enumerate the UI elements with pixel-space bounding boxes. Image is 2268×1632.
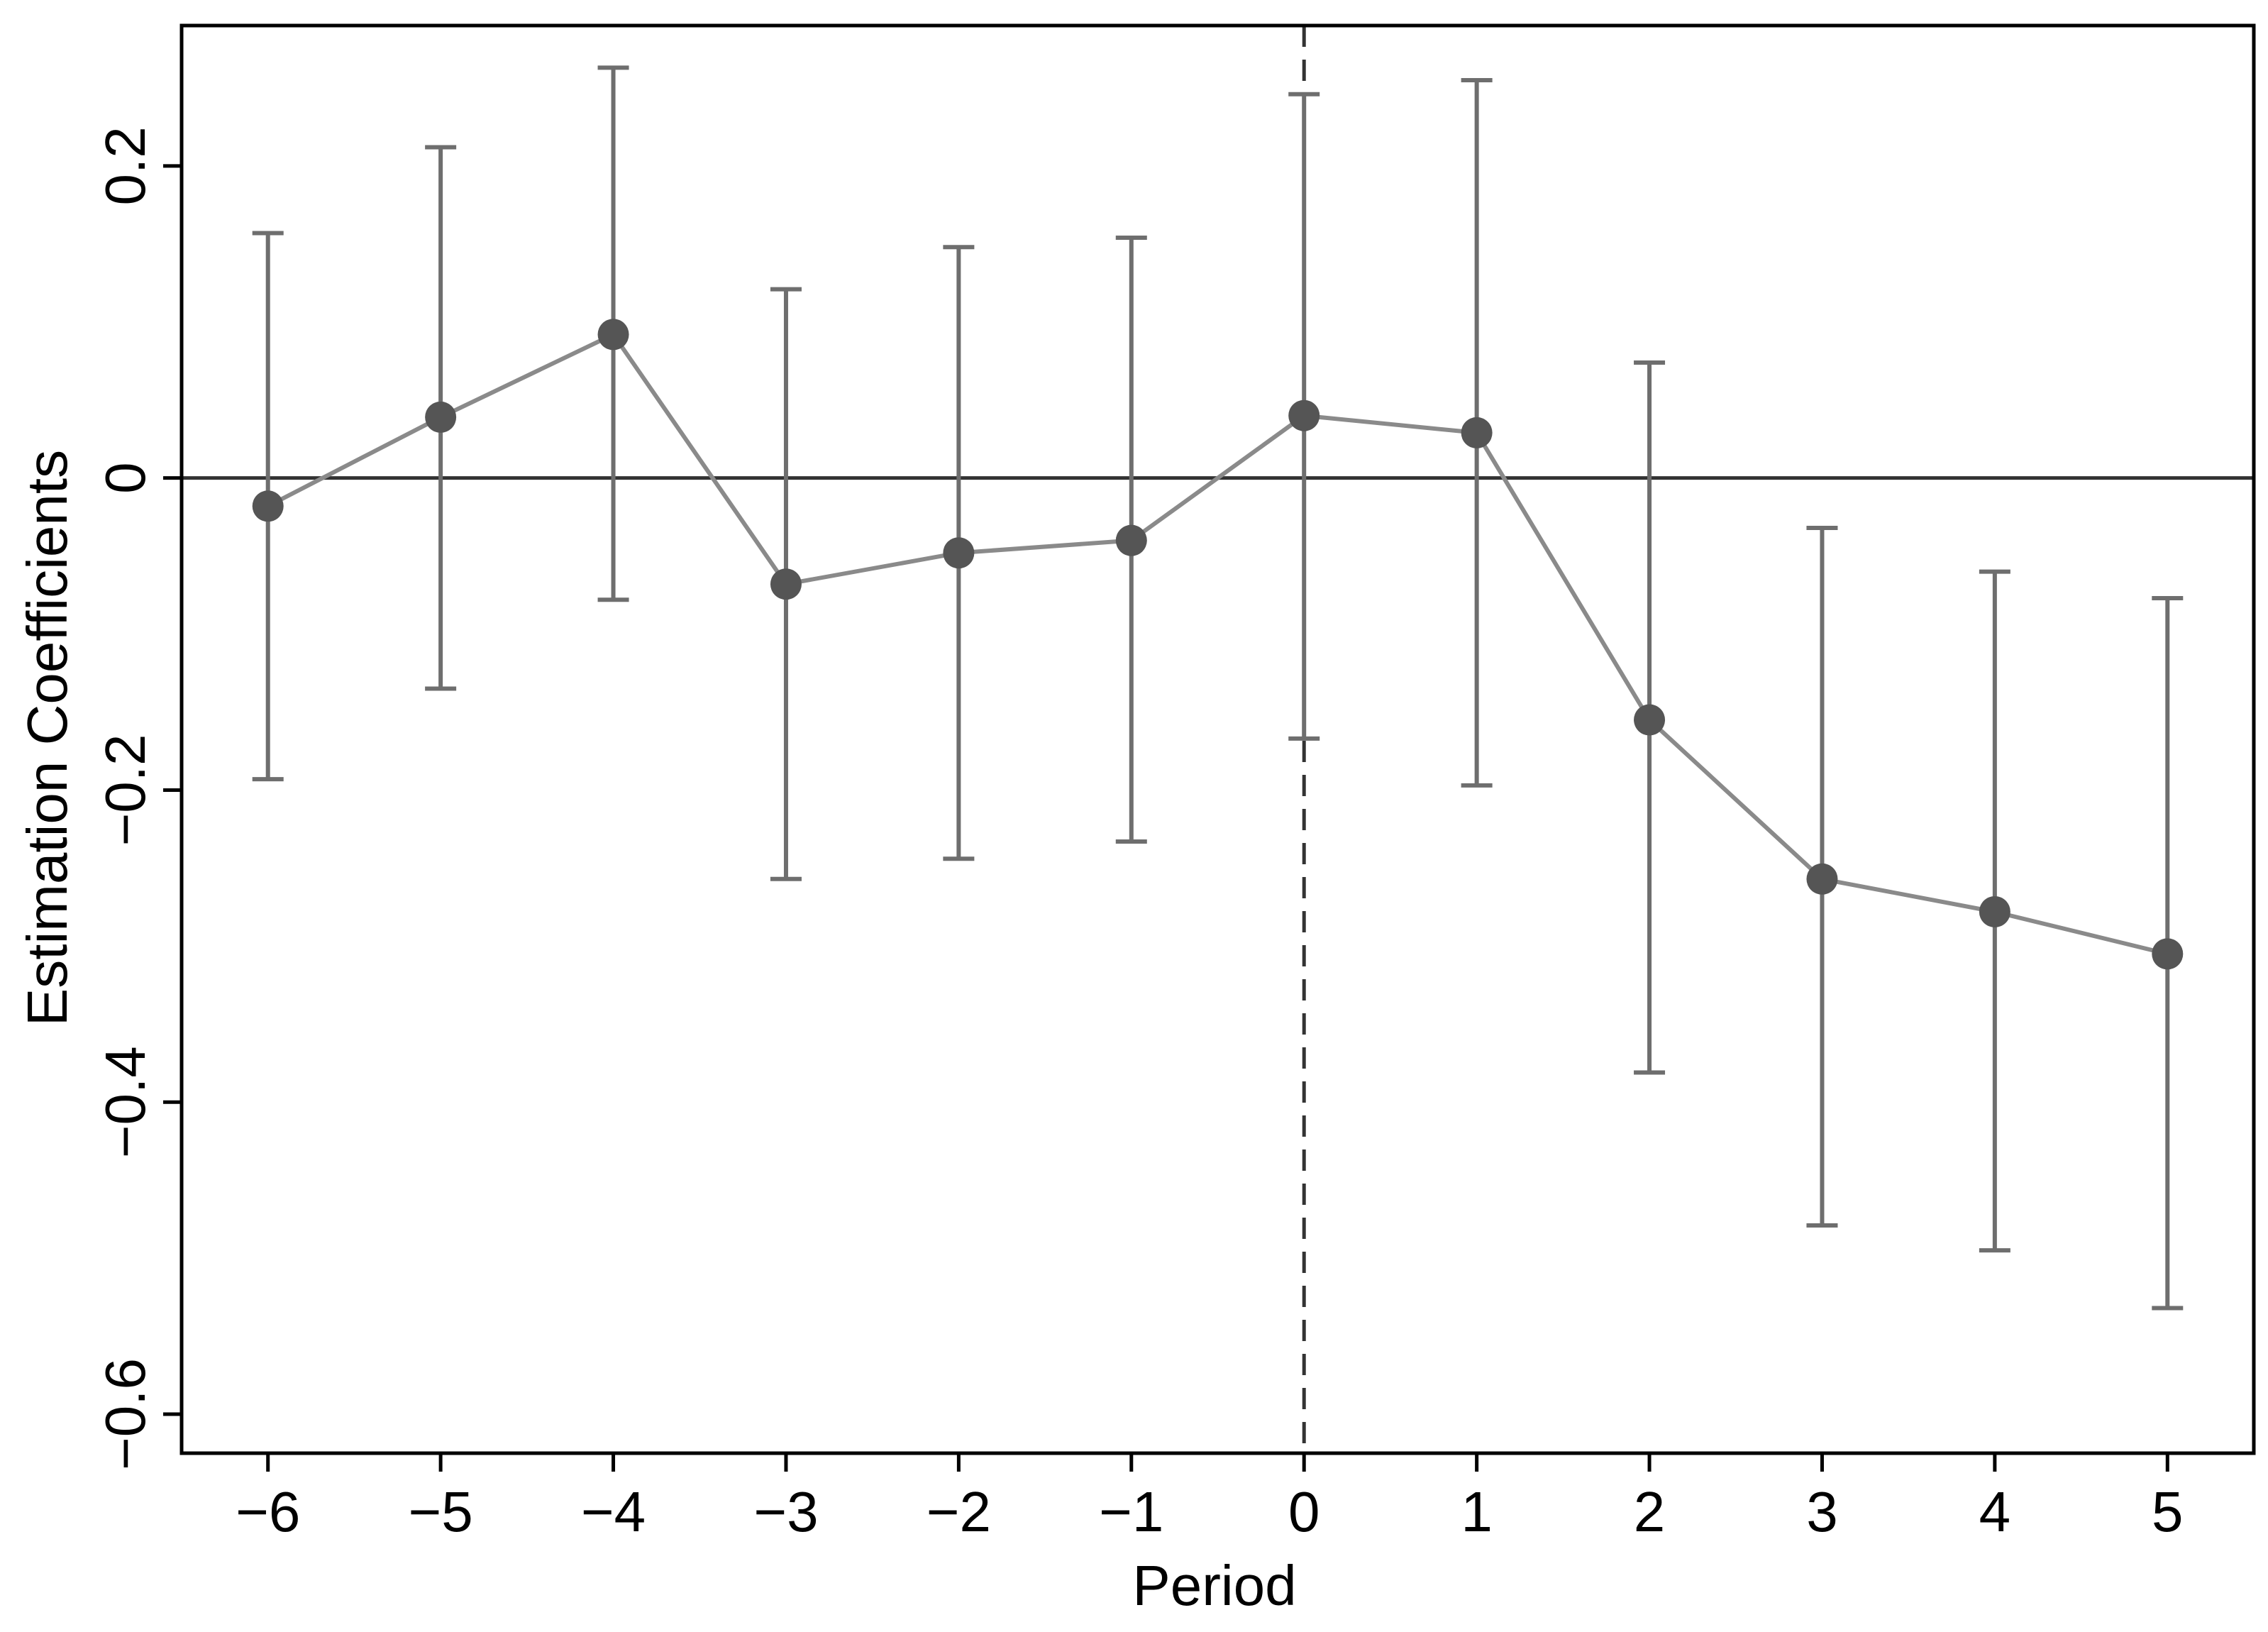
plot-frame [179, 23, 2256, 1455]
x-tick-label: −5 [409, 1480, 473, 1543]
x-tick-label: 4 [1979, 1480, 2011, 1543]
y-axis: −0.6 −0.4 −0.2 0 0.2 [94, 126, 182, 1470]
data-point [1979, 895, 2010, 927]
data-point [1288, 399, 1320, 431]
x-axis-title: Period [1132, 1554, 1296, 1617]
data-point [425, 401, 457, 433]
data-point [252, 490, 284, 522]
reference-lines [182, 26, 2254, 1453]
data-point [1634, 704, 1666, 736]
x-tick-label: −1 [1099, 1480, 1163, 1543]
x-tick-label: −6 [236, 1480, 300, 1543]
y-tick-label: −0.6 [94, 1358, 157, 1470]
x-tick-label: 3 [1806, 1480, 1838, 1543]
y-tick-label: 0 [94, 462, 157, 494]
y-axis-title: Estimation Coefficients [16, 450, 79, 1026]
series-line [267, 332, 2169, 956]
x-tick-label: 5 [2152, 1480, 2184, 1543]
y-tick-label: 0.2 [94, 126, 157, 205]
data-point [943, 537, 975, 569]
x-tick-label: −4 [581, 1480, 646, 1543]
x-tick-label: 1 [1461, 1480, 1493, 1543]
data-point [770, 568, 802, 600]
data-point [2152, 938, 2184, 970]
x-tick-label: −2 [926, 1480, 991, 1543]
x-tick-label: 2 [1634, 1480, 1666, 1543]
data-point [1461, 417, 1493, 448]
y-tick-label: −0.2 [94, 734, 157, 846]
error-bars [252, 65, 2184, 1311]
data-point [597, 319, 629, 351]
y-tick-label: −0.4 [94, 1046, 157, 1158]
x-axis: −6 −5 −4 −3 −2 −1 0 1 2 3 4 5 [236, 1453, 2184, 1543]
coefficient-series [252, 319, 2184, 970]
x-tick-label: 0 [1288, 1480, 1320, 1543]
x-tick-label: −3 [753, 1480, 818, 1543]
data-point [1115, 524, 1147, 556]
plot-border [179, 23, 2256, 1455]
data-point [1806, 863, 1838, 895]
